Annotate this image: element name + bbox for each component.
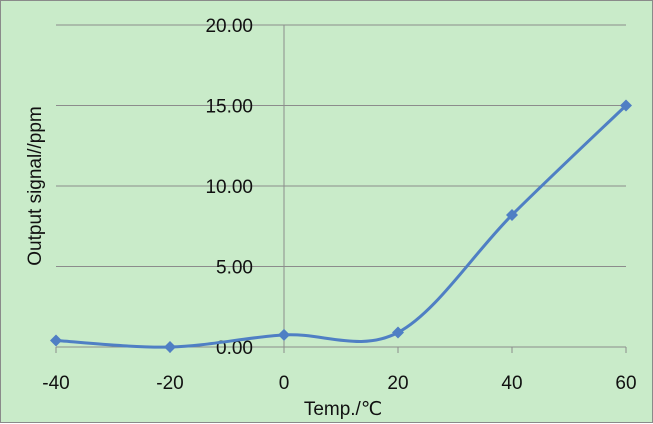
data-point-marker bbox=[50, 334, 62, 347]
x-axis-ticks: -40 -20 0 20 40 60 bbox=[42, 347, 637, 394]
y-axis-tick-labels: 0.00 5.00 10.00 15.00 20.00 bbox=[205, 16, 253, 359]
y-tick-label: 15.00 bbox=[205, 97, 253, 118]
data-point-marker bbox=[506, 208, 518, 221]
data-point-marker bbox=[164, 341, 176, 353]
y-tick-label: 20.00 bbox=[205, 16, 253, 37]
gridlines bbox=[56, 24, 626, 267]
x-axis-title: Temp./℃ bbox=[304, 399, 382, 420]
x-tick-label: 40 bbox=[501, 373, 522, 394]
x-tick-label: -40 bbox=[42, 373, 69, 394]
data-point-marker bbox=[278, 328, 290, 341]
x-tick-label: 0 bbox=[279, 373, 290, 394]
data-point-marker bbox=[620, 99, 632, 112]
x-tick-label: 60 bbox=[615, 373, 636, 394]
series-line bbox=[55, 104, 628, 349]
y-tick-label: 5.00 bbox=[216, 258, 253, 279]
x-tick-label: -20 bbox=[156, 373, 183, 394]
x-tick-label: 20 bbox=[387, 373, 408, 394]
y-tick-label: 0.00 bbox=[216, 338, 253, 359]
data-point-marker bbox=[392, 326, 404, 339]
y-tick-label: 10.00 bbox=[205, 177, 253, 198]
y-axis-title: Output signal//ppm bbox=[25, 106, 46, 265]
data-markers bbox=[50, 99, 632, 353]
